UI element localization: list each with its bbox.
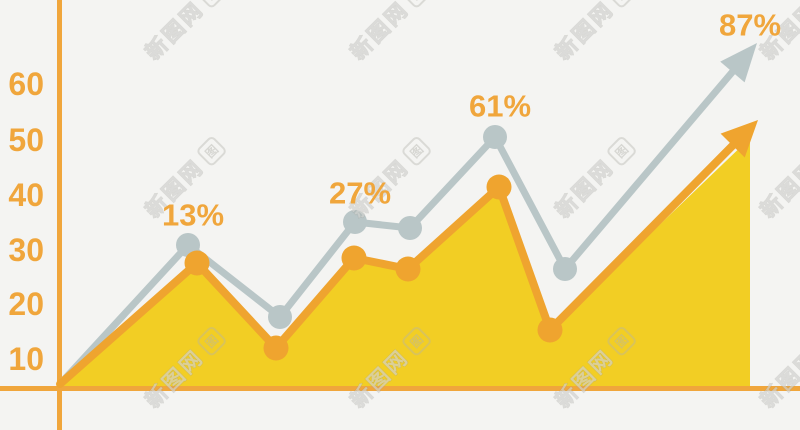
orange-series-line xyxy=(56,138,740,388)
percent-annotation: 87% xyxy=(718,7,782,43)
gray-series-marker xyxy=(553,257,577,281)
y-axis-tick-label: 50 xyxy=(8,122,44,158)
y-axis xyxy=(57,0,62,430)
y-axis-tick-label: 20 xyxy=(8,286,44,322)
gray-series-marker xyxy=(268,305,292,329)
y-axis-tick-label: 30 xyxy=(8,232,44,268)
y-axis-tick-label: 10 xyxy=(8,341,44,377)
y-axis-tick-label: 40 xyxy=(8,177,44,213)
x-axis xyxy=(0,386,800,391)
y-axis-tick-label: 60 xyxy=(8,66,44,102)
orange-series-marker xyxy=(263,335,289,361)
gray-series-arrowhead xyxy=(720,43,757,83)
percent-annotation: 27% xyxy=(328,175,392,211)
orange-series-marker xyxy=(395,256,421,282)
orange-series-marker xyxy=(341,245,367,271)
orange-series-marker xyxy=(184,250,210,276)
orange-area-fill xyxy=(60,138,750,388)
orange-series-arrowhead xyxy=(720,120,758,158)
orange-series-marker xyxy=(537,317,563,343)
orange-series-marker xyxy=(486,174,512,200)
gray-series-marker xyxy=(343,210,367,234)
gray-series-marker xyxy=(398,216,422,240)
percent-annotation: 13% xyxy=(161,197,225,233)
percent-annotation: 61% xyxy=(468,88,532,124)
gray-series-marker xyxy=(483,125,507,149)
